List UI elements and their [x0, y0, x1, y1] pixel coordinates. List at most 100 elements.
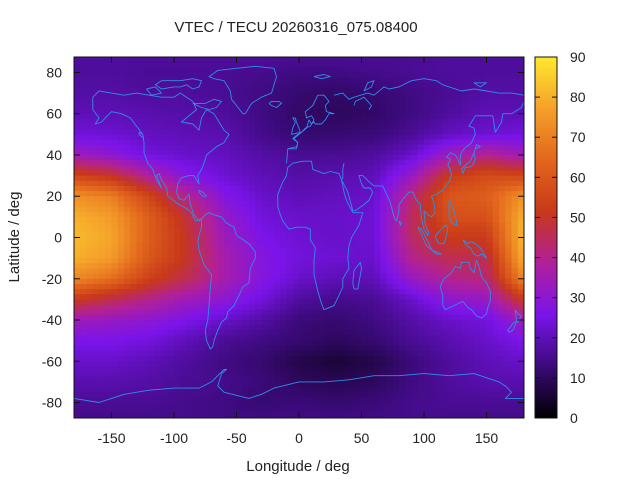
- heatmap-cell: [217, 87, 225, 94]
- heatmap-cell: [486, 371, 494, 378]
- heatmap-cell: [205, 252, 212, 259]
- heatmap-cell: [242, 211, 250, 218]
- heatmap-cell: [255, 149, 262, 156]
- heatmap-cell: [249, 299, 256, 306]
- heatmap-cell: [311, 201, 319, 208]
- heatmap-cell: [467, 185, 475, 192]
- heatmap-cell: [180, 93, 187, 99]
- heatmap-cell: [399, 154, 406, 161]
- heatmap-cell: [355, 407, 362, 414]
- heatmap-cell: [255, 263, 262, 269]
- heatmap-cell: [180, 371, 187, 378]
- heatmap-cell: [111, 113, 119, 120]
- heatmap-cell: [136, 149, 144, 156]
- heatmap-cell: [142, 242, 150, 249]
- heatmap-cell: [486, 350, 494, 357]
- heatmap-cell: [392, 252, 400, 259]
- heatmap-cell: [205, 412, 212, 419]
- heatmap-cell: [299, 232, 306, 238]
- heatmap-cell: [455, 361, 462, 367]
- heatmap-cell: [424, 108, 431, 115]
- heatmap-cell: [367, 72, 375, 79]
- heatmap-cell: [167, 62, 175, 68]
- heatmap-cell: [461, 62, 469, 68]
- heatmap-cell: [211, 376, 219, 383]
- heatmap-cell: [86, 381, 94, 388]
- heatmap-cell: [436, 294, 444, 300]
- heatmap-cell: [86, 149, 94, 156]
- heatmap-cell: [261, 154, 269, 161]
- heatmap-cell: [455, 134, 462, 141]
- heatmap-cell: [311, 381, 319, 388]
- heatmap-cell: [442, 191, 450, 197]
- heatmap-cell: [161, 82, 169, 89]
- heatmap-cell: [436, 263, 444, 269]
- heatmap-cell: [92, 371, 100, 378]
- heatmap-cell: [317, 196, 325, 202]
- heatmap-cell: [211, 118, 219, 125]
- heatmap-cell: [367, 242, 375, 249]
- heatmap-cell: [492, 402, 500, 409]
- heatmap-cell: [267, 371, 275, 378]
- heatmap-cell: [274, 134, 281, 141]
- heatmap-cell: [517, 160, 525, 166]
- heatmap-cell: [424, 170, 431, 177]
- heatmap-cell: [486, 191, 494, 197]
- heatmap-cell: [261, 242, 269, 249]
- heatmap-cell: [480, 387, 487, 393]
- heatmap-cell: [280, 273, 287, 280]
- heatmap-cell: [211, 314, 219, 321]
- heatmap-cell: [492, 247, 500, 254]
- heatmap-cell: [186, 87, 194, 94]
- heatmap-cell: [380, 335, 387, 342]
- heatmap-cell: [374, 129, 381, 135]
- heatmap-cell: [505, 144, 512, 151]
- heatmap-cell: [374, 330, 381, 336]
- heatmap-cell: [92, 258, 100, 264]
- heatmap-cell: [392, 222, 400, 228]
- heatmap-cell: [192, 278, 200, 285]
- heatmap-cell: [324, 154, 331, 161]
- heatmap-cell: [424, 191, 431, 197]
- heatmap-cell: [161, 376, 169, 383]
- heatmap-cell: [436, 242, 444, 249]
- heatmap-cell: [511, 252, 519, 259]
- heatmap-cell: [292, 335, 300, 342]
- heatmap-cell: [155, 371, 162, 378]
- heatmap-cell: [317, 216, 325, 223]
- heatmap-cell: [511, 325, 519, 331]
- heatmap-cell: [499, 366, 506, 373]
- heatmap-cell: [380, 113, 387, 120]
- heatmap-cell: [399, 330, 406, 336]
- heatmap-cell: [142, 320, 150, 326]
- heatmap-cell: [467, 113, 475, 120]
- heatmap-cell: [405, 304, 412, 311]
- heatmap-cell: [224, 180, 231, 187]
- heatmap-cell: [324, 268, 331, 275]
- heatmap-cell: [311, 232, 319, 238]
- heatmap-cell: [117, 144, 125, 151]
- heatmap-cell: [392, 402, 400, 409]
- heatmap-cell: [305, 289, 312, 295]
- heatmap-cell: [324, 237, 331, 244]
- heatmap-cell: [80, 366, 87, 373]
- heatmap-cell: [199, 278, 206, 285]
- heatmap-cell: [380, 67, 387, 73]
- heatmap-cell: [111, 118, 119, 125]
- heatmap-cell: [424, 283, 431, 290]
- heatmap-cell: [255, 175, 262, 182]
- heatmap-cell: [511, 139, 519, 146]
- heatmap-cell: [236, 371, 244, 378]
- heatmap-cell: [411, 350, 419, 357]
- heatmap-cell: [405, 175, 412, 182]
- heatmap-cell: [317, 330, 325, 336]
- heatmap-cell: [130, 113, 137, 120]
- heatmap-cell: [417, 299, 425, 306]
- heatmap-cell: [155, 216, 162, 223]
- heatmap-cell: [336, 356, 344, 362]
- heatmap-cell: [199, 93, 206, 99]
- heatmap-cell: [92, 247, 100, 254]
- heatmap-cell: [192, 242, 200, 249]
- heatmap-cell: [92, 62, 100, 68]
- heatmap-cell: [480, 175, 487, 182]
